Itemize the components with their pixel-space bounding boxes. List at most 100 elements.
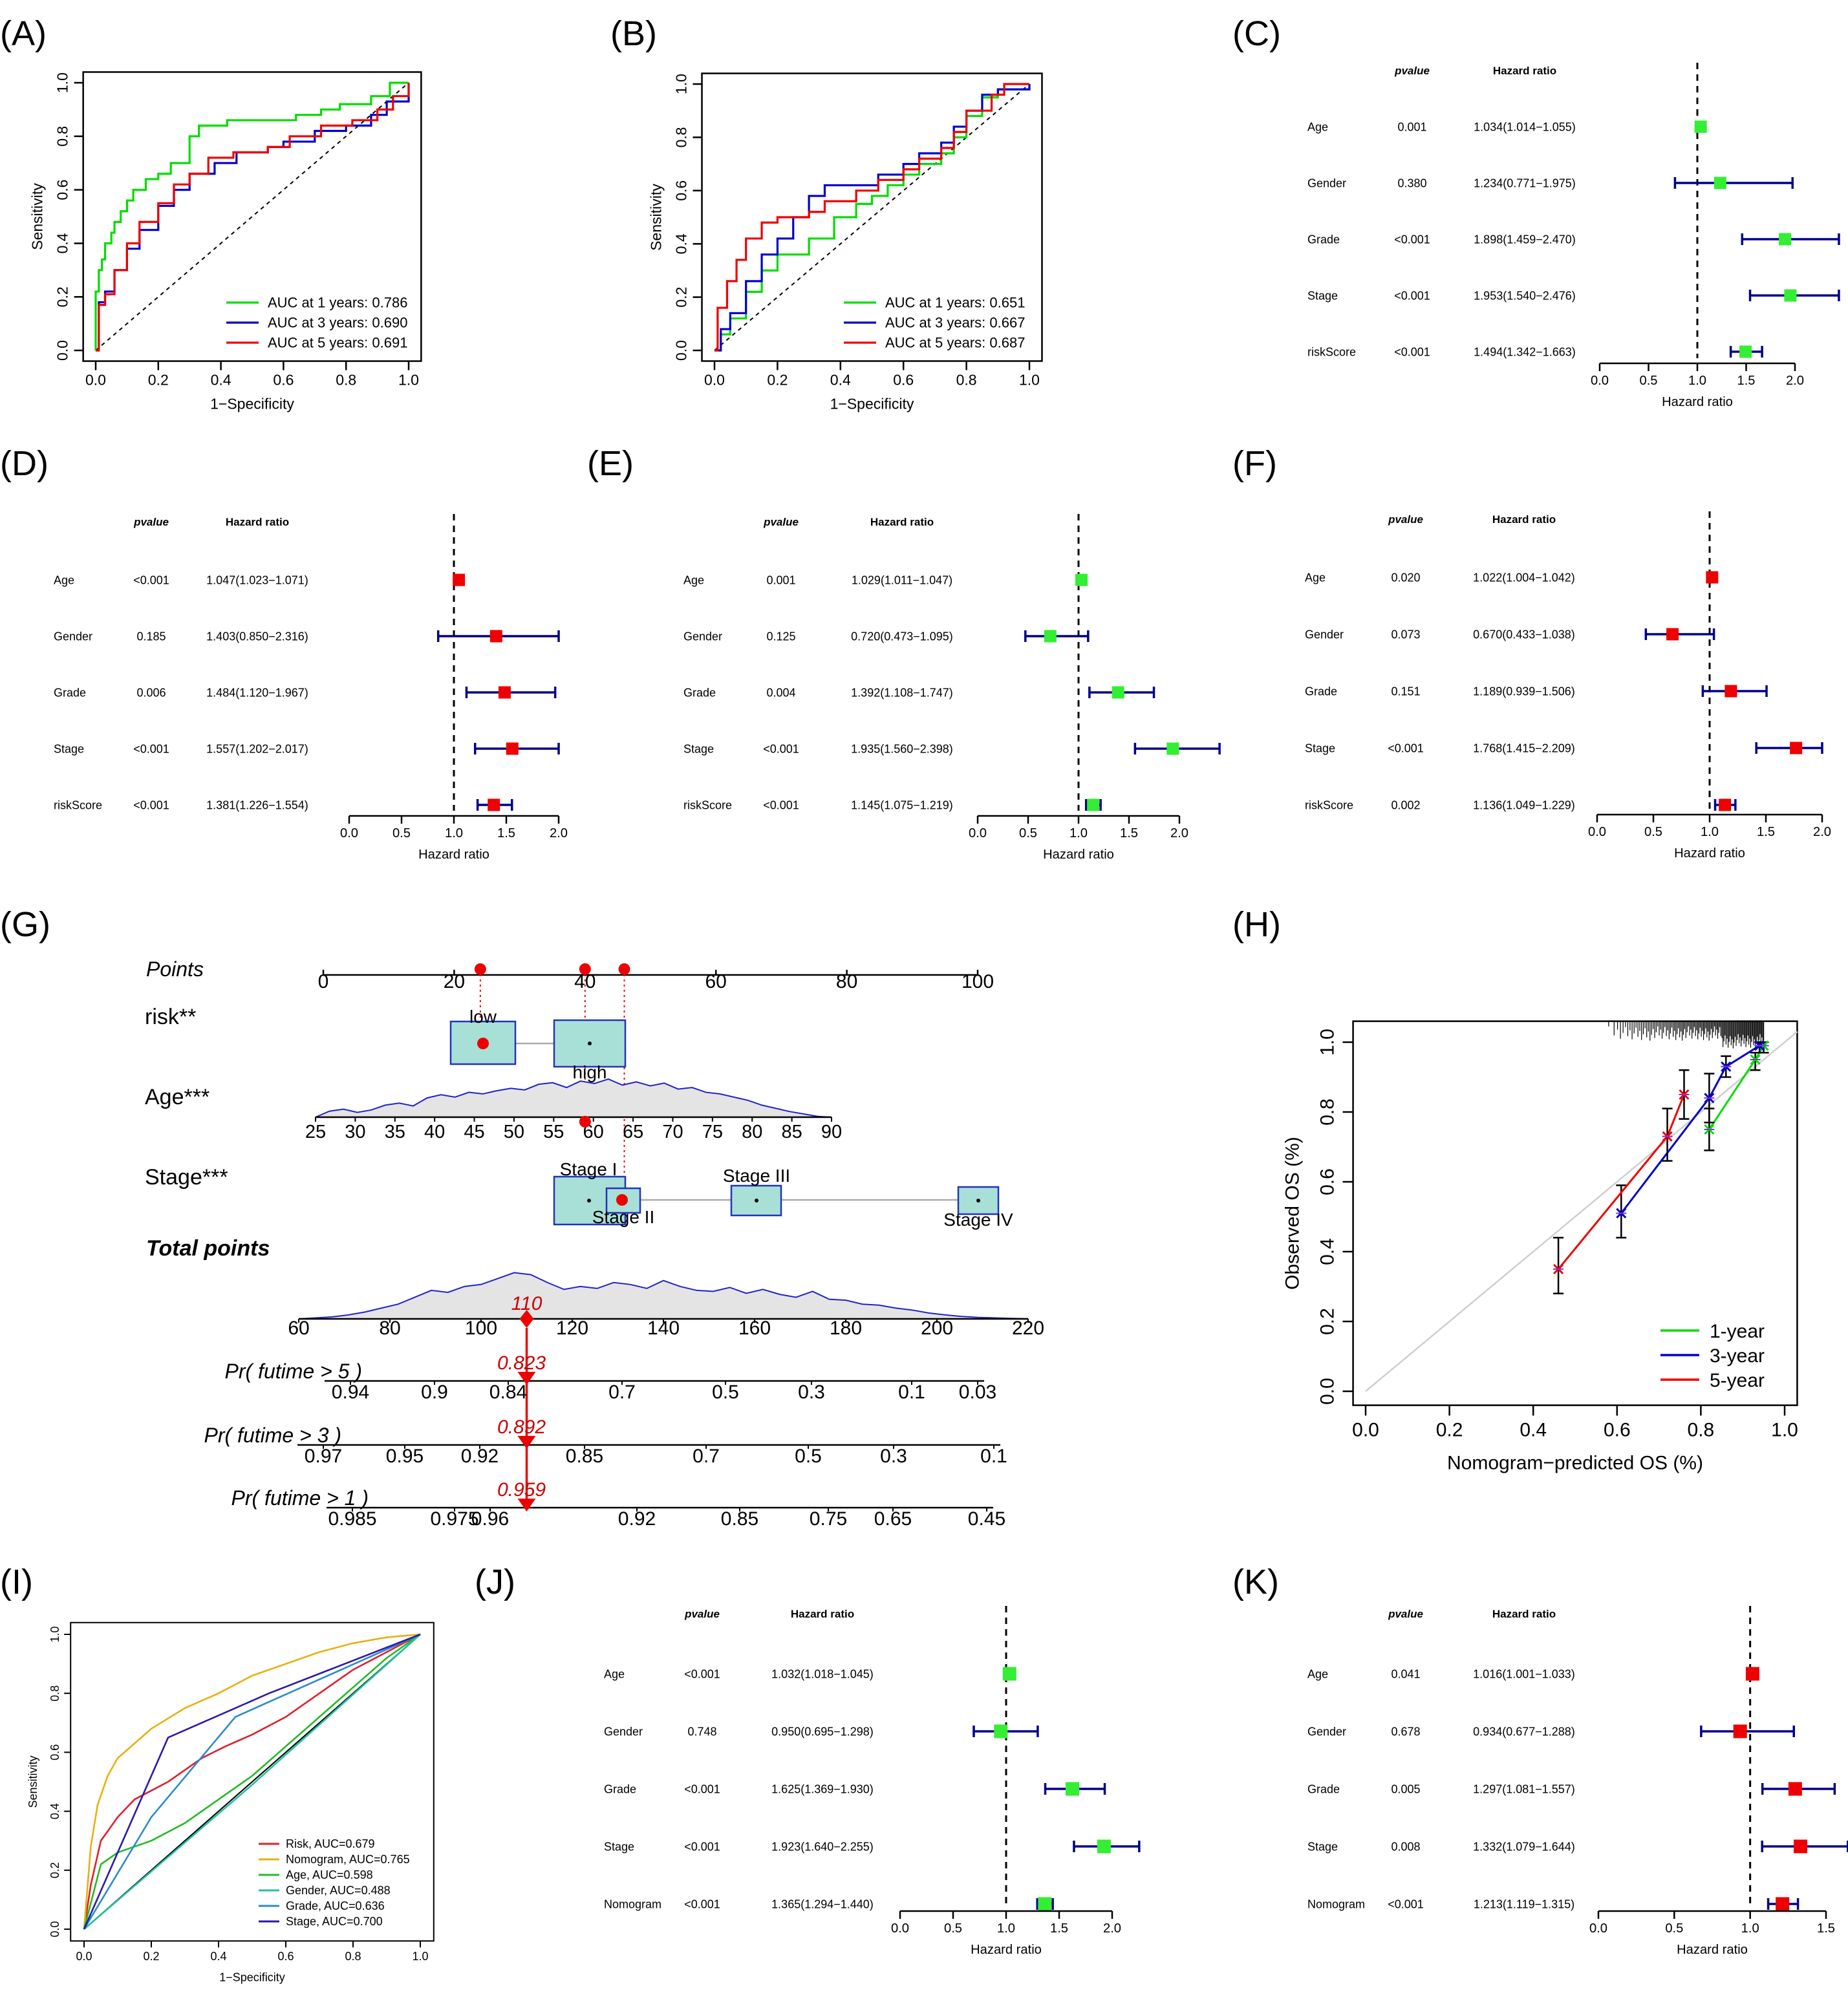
x-tick-label-H: 0.6 — [1604, 1420, 1631, 1441]
x-tick-label-D: 2.0 — [550, 826, 568, 840]
probability-value: 0.823 — [497, 1352, 546, 1374]
row-label-C: riskScore — [1307, 345, 1356, 358]
hr-marker-K — [1733, 1724, 1747, 1738]
legend-entry-B: AUC at 1 years: 0.651 — [885, 295, 1025, 311]
hr-marker-K — [1745, 1667, 1759, 1681]
stage-selected-dot — [616, 1194, 628, 1206]
row-hr-text-E: 1.935(1.560−2.398) — [851, 742, 953, 755]
row-pvalue-K: 0.041 — [1391, 1667, 1420, 1680]
probability-tick-label: 0.85 — [566, 1446, 603, 1467]
hr-marker-K — [1776, 1897, 1790, 1911]
x-tick-label-F: 1.5 — [1757, 825, 1775, 839]
points-tick-label: 100 — [962, 971, 994, 992]
hr-marker-F — [1790, 742, 1803, 754]
roc-curve-I-1 — [83, 1633, 421, 1930]
hr-marker-F — [1706, 571, 1719, 584]
probability-marker — [517, 1436, 536, 1449]
row-label-J: Gender — [604, 1725, 643, 1738]
x-axis-label-E: Hazard ratio — [1043, 848, 1114, 862]
row-label-E: Grade — [683, 686, 716, 699]
probability-tick-label: 0.5 — [795, 1446, 822, 1467]
x-tick-label-H: 0.4 — [1520, 1420, 1547, 1441]
probability-tick-label: 0.84 — [489, 1382, 527, 1403]
probability-tick-label: 0.97 — [305, 1446, 342, 1467]
age-tick-label: 65 — [623, 1122, 643, 1142]
stage-level-label: Stage I — [560, 1159, 618, 1179]
x-axis-label-J: Hazard ratio — [971, 1943, 1042, 1957]
hr-marker-J — [994, 1724, 1008, 1738]
probability-tick-label: 0.7 — [608, 1382, 636, 1403]
age-tick-label: 70 — [662, 1122, 683, 1142]
x-tick-label-J: 1.5 — [1050, 1921, 1068, 1936]
hr-marker-K — [1794, 1839, 1808, 1854]
row-hr-text-D: 1.557(1.202−2.017) — [206, 742, 308, 755]
row-pvalue-E: 0.004 — [766, 686, 795, 699]
row-label-C: Grade — [1307, 233, 1340, 246]
age-tick-label: 85 — [781, 1122, 802, 1142]
y-tick-label-I: 0.2 — [48, 1862, 61, 1878]
ideal-calibration-line — [1365, 1031, 1798, 1392]
diagonal-reference-A — [95, 82, 409, 351]
row-label-K: Grade — [1307, 1782, 1340, 1795]
row-hr-text-C: 1.898(1.459−2.470) — [1474, 233, 1576, 246]
x-tick-label-C: 0.5 — [1639, 374, 1657, 388]
row-pvalue-J: 0.748 — [687, 1725, 716, 1738]
legend-entry-H: 3-year — [1710, 1345, 1765, 1367]
panel-label-K: (K) — [1232, 1563, 1279, 1601]
row-label-F: Age — [1305, 571, 1326, 584]
y-tick-label-A: 0.0 — [54, 340, 71, 361]
row-label-J: Stage — [604, 1840, 634, 1853]
age-tick-label: 45 — [464, 1122, 484, 1142]
x-tick-label-K: 1.0 — [1741, 1921, 1759, 1936]
row-pvalue-E: 0.125 — [766, 630, 795, 643]
y-tick-label-B: 0.6 — [673, 180, 690, 201]
probability-tick-label: 0.975 — [430, 1508, 478, 1530]
age-selected-dot — [579, 1116, 591, 1128]
probability-tick-label: 0.03 — [959, 1382, 996, 1403]
y-tick-label-A: 1.0 — [54, 72, 71, 93]
legend-entry-A: AUC at 1 years: 0.786 — [268, 295, 407, 311]
stage-III-median — [755, 1199, 758, 1203]
total-tick-label: 120 — [556, 1318, 588, 1339]
points-tick-label: 80 — [836, 971, 857, 992]
row-pvalue-J: <0.001 — [684, 1897, 720, 1910]
column-header-hazard-ratio-D: Hazard ratio — [226, 516, 289, 528]
y-tick-label-I: 0.0 — [48, 1921, 61, 1937]
y-tick-label-H: 0.6 — [1317, 1168, 1338, 1195]
age-tick-label: 75 — [702, 1122, 723, 1142]
hr-marker-D — [488, 798, 500, 811]
points-tick-label: 60 — [705, 971, 727, 992]
y-axis-label-A: Sensitivity — [29, 183, 46, 250]
x-tick-label-D: 1.0 — [445, 826, 463, 840]
nomogram-points-label: Points — [146, 957, 204, 981]
probability-tick-label: 0.9 — [421, 1382, 448, 1403]
probability-tick-label: 0.65 — [874, 1508, 912, 1530]
row-hr-text-J: 1.032(1.018−1.045) — [771, 1667, 874, 1680]
row-pvalue-K: 0.005 — [1391, 1782, 1420, 1795]
y-tick-label-B: 0.8 — [673, 127, 690, 147]
row-pvalue-C: 0.001 — [1397, 120, 1426, 133]
row-label-F: Stage — [1305, 742, 1335, 754]
x-tick-label-A: 0.8 — [336, 372, 356, 389]
x-tick-label-I: 0.6 — [277, 1950, 294, 1963]
stage-level-label: Stage IV — [943, 1210, 1013, 1230]
roc-curve-I-2 — [83, 1633, 421, 1930]
row-pvalue-F: <0.001 — [1388, 742, 1424, 754]
row-hr-text-F: 1.136(1.049−1.229) — [1473, 798, 1575, 811]
hr-marker-D — [489, 630, 502, 643]
points-tick-label: 20 — [444, 971, 465, 992]
x-tick-label-I: 0.0 — [76, 1950, 92, 1963]
x-tick-label-C: 1.0 — [1688, 374, 1706, 388]
x-tick-label-I: 0.4 — [210, 1950, 226, 1963]
row-hr-text-J: 1.365(1.294−1.440) — [771, 1897, 874, 1910]
row-hr-text-E: 1.392(1.108−1.747) — [851, 686, 953, 699]
legend-entry-A: AUC at 3 years: 0.690 — [268, 315, 407, 331]
row-hr-text-D: 1.381(1.226−1.554) — [206, 798, 308, 811]
plot-frame-I — [70, 1621, 435, 1942]
x-tick-label-E: 0.0 — [969, 826, 987, 840]
column-header-hazard-ratio-C: Hazard ratio — [1493, 65, 1556, 77]
total-points-value: 110 — [511, 1293, 543, 1314]
probability-tick-label: 0.92 — [461, 1446, 499, 1467]
hr-marker-C — [1739, 345, 1752, 358]
